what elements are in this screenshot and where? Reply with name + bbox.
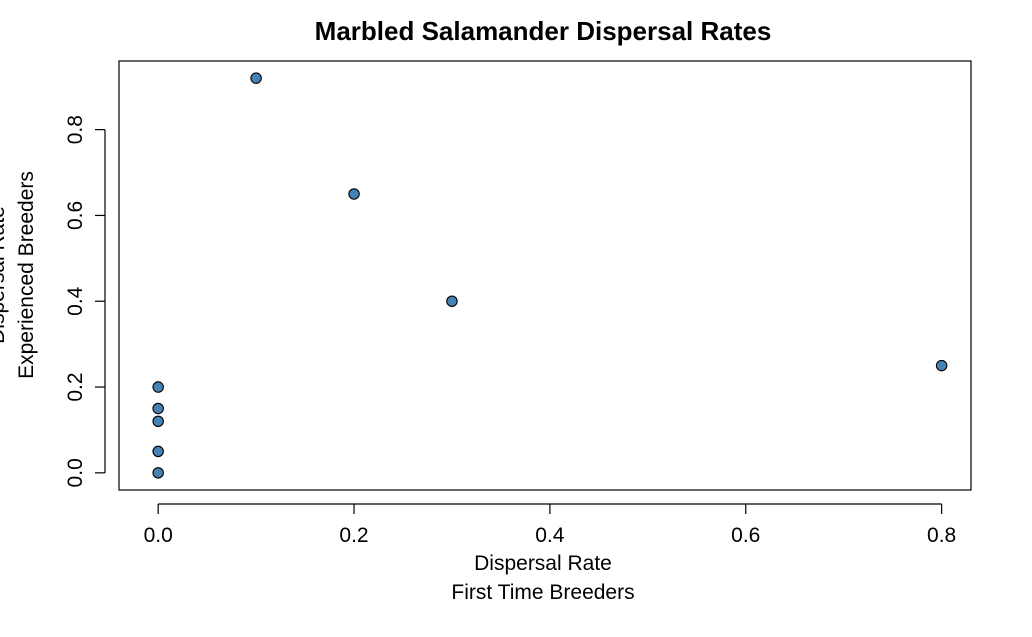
x-tick-label: 0.4 <box>535 524 565 547</box>
x-tick-label: 0.0 <box>144 524 173 547</box>
data-point <box>348 188 360 200</box>
y-axis-label-line1: Dispersal Rate <box>0 206 9 344</box>
data-points <box>152 72 948 479</box>
y-axis-label-line2: Experienced Breeders <box>15 171 38 379</box>
y-tick-label: 0.4 <box>64 286 87 316</box>
data-point <box>152 415 164 428</box>
x-tick-label: 0.6 <box>731 524 760 547</box>
data-point <box>152 467 164 479</box>
x-tick-label: 0.8 <box>927 524 956 547</box>
y-axis: 0.0 0.2 0.4 0.6 0.8 <box>64 115 106 487</box>
data-point <box>152 381 164 393</box>
data-point <box>446 295 458 307</box>
y-tick-label: 0.2 <box>64 372 87 401</box>
y-tick-label: 0.8 <box>64 115 87 144</box>
x-axis: 0.0 0.2 0.4 0.6 0.8 <box>144 503 956 547</box>
x-tick-label: 0.2 <box>339 524 368 547</box>
x-axis-label-line1: Dispersal Rate <box>474 552 612 575</box>
data-point <box>250 72 262 84</box>
chart-title: Marbled Salamander Dispersal Rates <box>315 16 772 46</box>
y-tick-label: 0.0 <box>64 458 87 487</box>
y-tick-label: 0.6 <box>64 201 87 230</box>
x-axis-label-line2: First Time Breeders <box>451 581 634 604</box>
plot-area-border <box>118 60 972 491</box>
data-point <box>152 402 164 415</box>
data-point <box>935 359 948 372</box>
data-point <box>152 445 164 458</box>
